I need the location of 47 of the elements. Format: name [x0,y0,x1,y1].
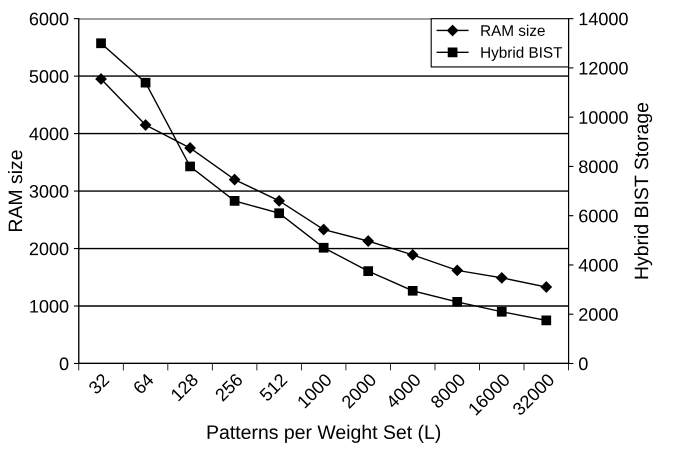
x-axis-title: Patterns per Weight Set (L) [208,424,440,443]
y-tick-label: 4000 [29,128,68,140]
point [452,297,462,307]
point [496,272,508,284]
y-tick-label: 3000 [30,184,68,198]
legend-label: Hybrid BIST [481,46,562,61]
x-tick-label: 32 [88,372,110,395]
point [540,281,552,293]
y-axis-title: RAM size [8,150,22,232]
y2-tick-label: 6000 [579,210,618,222]
y2-tick-label: 2000 [579,308,618,321]
point [452,264,463,276]
x-tick-label: 64 [132,372,155,395]
x-tick-label: 256 [214,372,244,402]
point [407,249,418,260]
legend-label: RAM size [481,24,545,36]
x-tick-label: 128 [170,372,199,402]
y2-tick-label: 4000 [578,258,618,272]
point [274,195,285,206]
point [230,196,240,206]
y2-tick-label: 14000 [580,12,628,26]
y2-tick-label: 8000 [579,160,618,174]
x-tick-label: 512 [258,372,288,402]
y-tick-label: 1000 [30,300,68,313]
point [184,142,196,154]
point [96,38,106,48]
point [274,208,284,218]
point [408,286,418,296]
y2-axis-title: Hybrid BIST Storage [634,102,652,278]
y2-tick-label: 12000 [580,62,628,75]
point [140,119,152,131]
point [541,316,552,326]
point [318,242,329,253]
point [362,235,374,247]
y-tick-label: 0 [60,357,68,370]
y2-tick-label: 10000 [580,111,628,124]
y-tick-label: 5000 [30,70,68,83]
point [229,174,240,186]
point [496,306,507,317]
y-tick-label: 6000 [30,12,68,26]
point [95,73,107,85]
point [185,162,195,172]
y-tick-label: 2000 [30,242,68,256]
point [363,266,374,276]
point [140,78,150,88]
y2-tick-label: 0 [578,357,588,370]
point [318,224,330,236]
